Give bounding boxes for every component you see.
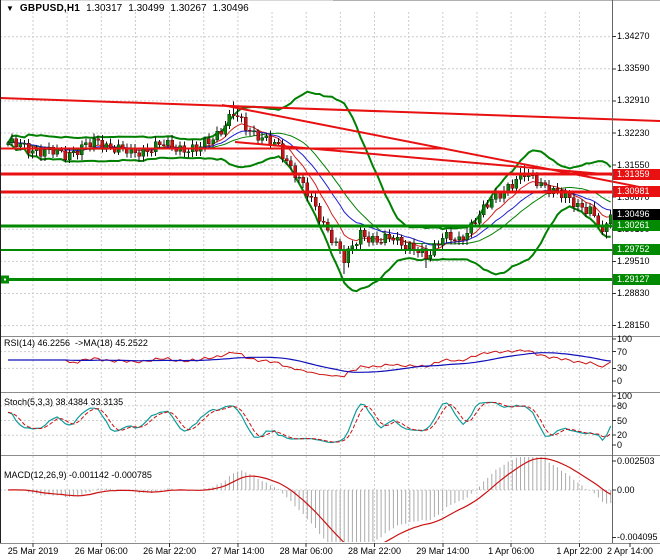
price-badge-current: 1.30496 [613,209,660,221]
frame-layer [0,0,660,547]
price-badge-support: 1.30261 [613,220,660,232]
time-axis-label: 26 Mar 06:00 [74,546,128,556]
stoch-plot [7,401,612,444]
price-scale-label: 1.33590 [617,63,650,74]
ohlc-close: 1.30496 [212,3,249,14]
stoch-scale-label: 100 [617,391,633,401]
price-badge-resistance: 1.30981 [613,186,660,198]
macd-scale-label: -0.004095 [617,532,658,543]
stoch-scale-label: 80 [617,400,628,411]
rsi-plot [8,349,611,378]
ohlc-high: 1.30499 [128,3,165,14]
time-axis-label: 28 Mar 06:00 [279,546,333,556]
time-axis-label: 2 Apr 14:00 [606,546,654,556]
price-scale-label: 1.32230 [617,127,650,138]
price-scale-label: 1.32910 [617,95,650,106]
rsi-scale-label: 100 [617,334,633,344]
price-badge-resistance: 1.31359 [613,168,660,180]
stoch-scale-label: 20 [617,430,628,441]
price-badge-support: 1.29752 [613,244,660,256]
rsi-indicator-label: RSI(14) 46.2256 ->MA(18) 45.2522 [4,338,148,348]
stoch-scale-label: 0 [617,440,623,450]
macd-scale-label: 0.002503 [617,456,655,466]
macd-plot [7,457,612,542]
price-scale-label: 1.28830 [617,287,650,298]
price-scale-label: 1.29510 [617,255,650,266]
levels-layer[interactable] [0,147,660,284]
trendlines-layer[interactable] [0,97,660,192]
time-axis-label: 1 Apr 22:00 [556,546,603,556]
price-scale-label: 1.31550 [617,159,650,170]
price-scale-label: 1.28150 [617,320,650,331]
time-axis-label: 25 Mar 2019 [7,546,59,556]
price-badge-support: 1.29127 [613,273,660,285]
macd-indicator-label: MACD(12,26,9) -0.001142 -0.000785 [4,470,152,480]
ohlc-open: 1.30317 [86,3,123,14]
ohlc-low: 1.30267 [170,3,207,14]
time-axis-label: 26 Mar 22:00 [143,546,197,556]
time-axis-label: 28 Mar 22:00 [347,546,402,556]
rsi-scale-label: 0 [617,376,623,386]
macd-scale-label: 0.00 [617,485,635,495]
time-axis-label: 1 Apr 06:00 [488,546,535,556]
time-axis-label: 29 Mar 14:00 [416,546,470,556]
rsi-scale-label: 70 [617,346,628,357]
stoch-indicator-label: Stoch(5,3,3) 38.4384 33.3135 [4,397,124,407]
price-scale-label: 1.34270 [617,31,650,42]
trendline[interactable] [0,97,660,122]
rsi-scale-label: 30 [617,363,628,374]
symbol-dropdown-icon[interactable]: ▼ [6,3,14,13]
time-axis-label: 27 Mar 14:00 [211,546,265,556]
symbol-title: ▼ GBPUSD,H1 1.30317 1.30499 1.30267 1.30… [6,3,249,14]
stoch-scale-label: 50 [617,415,628,426]
symbol-name: GBPUSD,H1 [19,3,81,14]
